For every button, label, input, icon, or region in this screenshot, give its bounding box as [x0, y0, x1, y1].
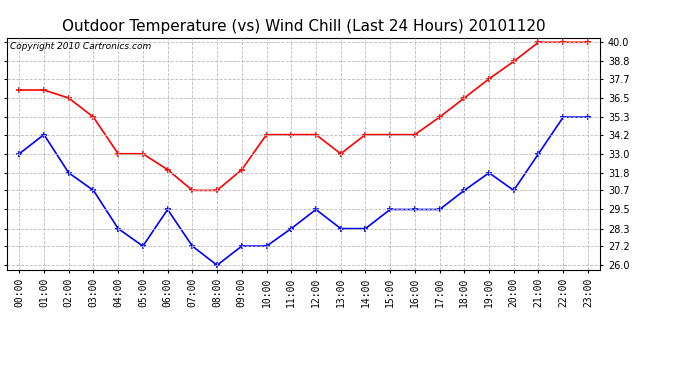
- Text: Copyright 2010 Cartronics.com: Copyright 2010 Cartronics.com: [10, 42, 151, 51]
- Text: Outdoor Temperature (vs) Wind Chill (Last 24 Hours) 20101120: Outdoor Temperature (vs) Wind Chill (Las…: [62, 19, 545, 34]
